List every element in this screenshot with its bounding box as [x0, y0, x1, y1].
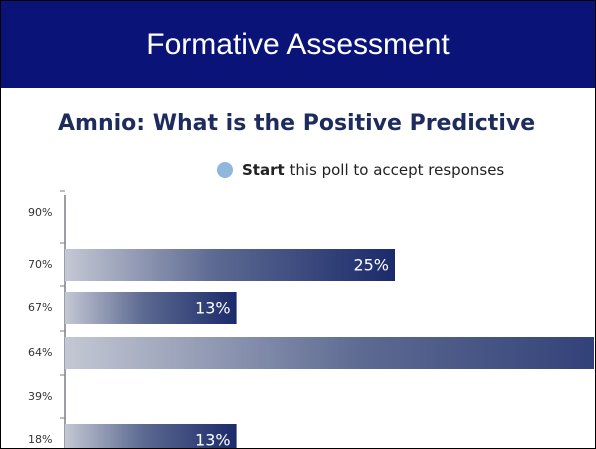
bar	[65, 249, 395, 281]
category-label: 64%	[28, 346, 52, 359]
data-label: 13%	[195, 431, 231, 449]
poll-notice: Start this poll to accept responses	[242, 161, 504, 179]
category-label: 67%	[28, 301, 52, 314]
data-label: 13%	[195, 299, 231, 318]
category-label: 90%	[28, 206, 52, 219]
category-label: 70%	[28, 258, 52, 271]
poll-title: Amnio: What is the Positive Predictive	[58, 111, 535, 136]
bar	[65, 424, 237, 449]
category-label: 39%	[28, 390, 52, 403]
bar	[65, 292, 237, 324]
info-icon	[217, 162, 233, 178]
bar	[65, 337, 594, 369]
category-label: 18%	[28, 433, 52, 446]
notice-strong: Start	[242, 161, 285, 179]
notice-text: this poll to accept responses	[289, 161, 504, 179]
data-label: 25%	[353, 256, 389, 275]
header-title: Formative Assessment	[146, 28, 450, 61]
header-bar	[0, 0, 596, 88]
